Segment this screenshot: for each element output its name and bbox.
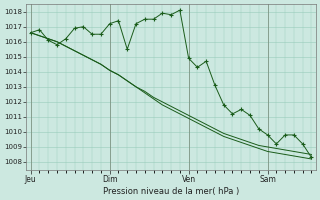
X-axis label: Pression niveau de la mer( hPa ): Pression niveau de la mer( hPa ): [103, 187, 239, 196]
